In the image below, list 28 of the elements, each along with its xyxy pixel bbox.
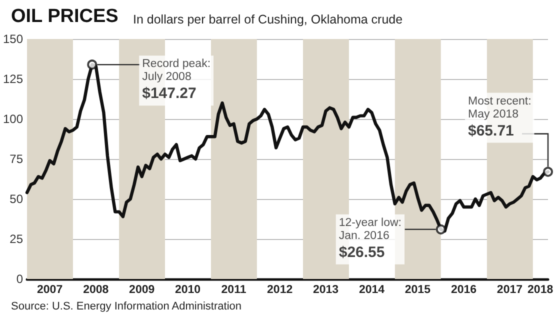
y-tick-label: 50 <box>10 192 24 206</box>
x-tick-label: 2016 <box>450 284 477 296</box>
x-tick-label: 2011 <box>221 284 247 296</box>
chart-subtitle: In dollars per barrel of Cushing, Oklahoma crude <box>133 12 403 26</box>
annotation: Most recent: May 2018 $65.71 <box>468 95 532 140</box>
y-tick-label: 0 <box>16 272 24 286</box>
x-tick-label: 2012 <box>267 284 293 296</box>
x-tick-label: 2007 <box>37 284 63 296</box>
x-tick-label: 2010 <box>175 284 201 296</box>
annotation: 12-year low: Jan. 2016 $26.55 <box>338 216 402 261</box>
y-tick-label: 75 <box>10 152 24 166</box>
y-tick-label: 100 <box>2 112 24 126</box>
y-tick-label: 125 <box>2 72 24 86</box>
x-tick-label: 2014 <box>358 284 386 296</box>
x-tick-label: 2015 <box>404 284 432 296</box>
x-tick-label: 2013 <box>312 284 339 296</box>
point <box>543 166 553 177</box>
y-tick-label: 25 <box>10 232 24 246</box>
annotation: Record peak: July 2008 $147.27 <box>142 58 211 102</box>
x-tick-label: 2009 <box>129 284 155 296</box>
y-tick-label: 150 <box>2 32 24 46</box>
source-note: Source: U.S. Energy Information Administration <box>11 300 242 312</box>
x-tick-label: 2008 <box>83 284 110 296</box>
chart-title: OIL PRICES <box>11 6 118 27</box>
point <box>87 60 98 70</box>
x-tick-label: 2017 <box>496 284 523 296</box>
x-tick-label: 2018 <box>528 284 554 296</box>
point <box>436 224 446 234</box>
